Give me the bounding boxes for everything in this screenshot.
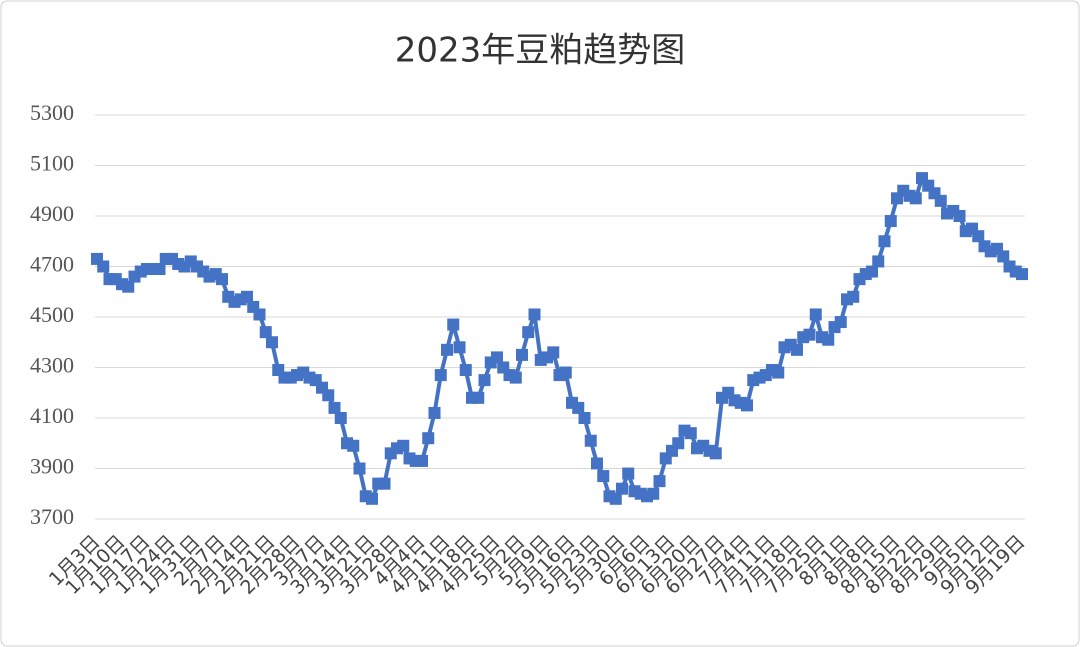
y-tick-label: 4900 — [30, 201, 74, 226]
y-tick-label: 4700 — [30, 252, 74, 277]
point-marker — [166, 252, 178, 265]
point-marker — [453, 341, 466, 354]
point-marker — [366, 492, 378, 505]
point-marker — [334, 412, 347, 424]
point-marker — [934, 194, 947, 207]
point-marker — [884, 215, 897, 228]
chart-title: 2023年豆粕趋势图 — [395, 31, 686, 71]
point-marker — [509, 371, 522, 384]
point-marker — [772, 366, 785, 379]
point-marker — [866, 265, 878, 278]
point-marker — [478, 374, 491, 387]
point-marker — [953, 210, 966, 222]
point-marker — [616, 482, 628, 495]
point-marker — [347, 439, 360, 452]
point-marker — [572, 401, 585, 414]
point-marker — [909, 192, 922, 205]
point-marker — [397, 439, 410, 452]
point-marker — [241, 290, 253, 303]
point-marker — [741, 399, 753, 412]
y-tick-label: 4500 — [30, 302, 74, 327]
y-tick-label: 4100 — [30, 403, 74, 428]
point-marker — [622, 467, 635, 480]
point-marker — [597, 470, 610, 483]
point-marker — [847, 290, 860, 303]
point-marker — [516, 348, 528, 361]
point-marker — [253, 308, 266, 321]
point-marker — [428, 406, 441, 419]
point-marker — [328, 401, 341, 414]
point-marker — [591, 457, 603, 470]
point-marker — [672, 437, 685, 450]
point-marker — [416, 454, 428, 467]
point-marker — [878, 235, 891, 248]
point-marker — [266, 336, 278, 349]
point-marker — [709, 447, 722, 460]
point-marker — [834, 316, 847, 329]
point-marker — [259, 326, 272, 339]
point-marker — [153, 263, 166, 276]
point-marker — [522, 326, 535, 339]
point-marker — [809, 308, 822, 321]
point-marker — [547, 346, 560, 359]
point-marker — [1016, 268, 1028, 281]
point-marker — [91, 252, 103, 265]
point-marker — [791, 343, 803, 356]
point-marker — [447, 318, 460, 331]
point-marker — [803, 328, 816, 341]
point-marker — [441, 343, 453, 356]
point-marker — [822, 333, 835, 346]
point-marker — [609, 492, 622, 505]
y-tick-label: 5300 — [30, 100, 74, 125]
point-marker — [216, 273, 228, 286]
point-marker — [97, 260, 110, 273]
point-marker — [528, 308, 541, 321]
point-marker — [559, 366, 572, 379]
point-marker — [472, 391, 485, 404]
point-marker — [459, 364, 472, 377]
point-marker — [997, 250, 1010, 263]
point-marker — [972, 230, 985, 243]
point-marker — [434, 369, 447, 382]
point-marker — [578, 412, 591, 424]
point-marker — [684, 427, 697, 440]
point-marker — [647, 487, 660, 500]
point-marker — [159, 252, 172, 265]
point-marker — [584, 434, 597, 447]
point-marker — [322, 389, 335, 402]
y-tick-label: 5100 — [30, 151, 74, 176]
y-tick-label: 3700 — [30, 504, 74, 529]
point-marker — [122, 280, 135, 293]
point-marker — [378, 477, 391, 490]
point-marker — [872, 255, 885, 268]
point-marker — [653, 475, 666, 488]
y-tick-label: 4300 — [30, 353, 74, 378]
point-marker — [353, 462, 366, 475]
y-tick-label: 3900 — [30, 454, 74, 479]
point-marker — [422, 432, 435, 445]
point-marker — [491, 351, 503, 364]
